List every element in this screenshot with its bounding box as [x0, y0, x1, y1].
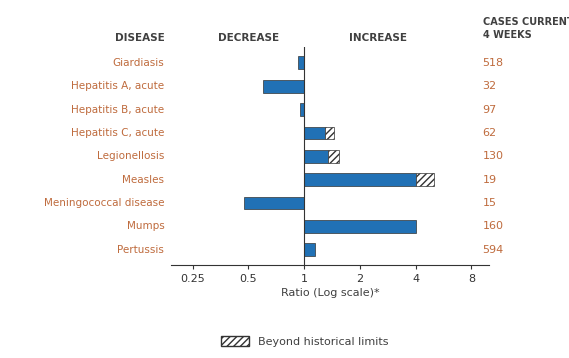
Bar: [304, 150, 328, 163]
Bar: [325, 126, 334, 139]
Bar: [304, 126, 325, 139]
Text: INCREASE: INCREASE: [349, 33, 407, 43]
Bar: [263, 80, 304, 93]
Text: 32: 32: [483, 81, 497, 91]
Text: 130: 130: [483, 151, 504, 161]
Text: 518: 518: [483, 58, 504, 68]
Text: 62: 62: [483, 128, 497, 138]
Text: Meningococcal disease: Meningococcal disease: [44, 198, 164, 208]
X-axis label: Ratio (Log scale)*: Ratio (Log scale)*: [281, 288, 380, 298]
Text: Mumps: Mumps: [126, 221, 164, 231]
Bar: [244, 197, 304, 209]
Text: Measles: Measles: [122, 175, 164, 185]
Text: CASES CURRENT
4 WEEKS: CASES CURRENT 4 WEEKS: [483, 17, 569, 39]
Text: DECREASE: DECREASE: [218, 33, 279, 43]
Text: Hepatitis C, acute: Hepatitis C, acute: [71, 128, 164, 138]
Bar: [304, 243, 315, 256]
Text: 160: 160: [483, 221, 504, 231]
Bar: [298, 57, 304, 69]
Text: DISEASE: DISEASE: [114, 33, 164, 43]
Text: 15: 15: [483, 198, 497, 208]
Text: Legionellosis: Legionellosis: [97, 151, 164, 161]
Bar: [304, 173, 416, 186]
Text: Hepatitis A, acute: Hepatitis A, acute: [71, 81, 164, 91]
Legend: Beyond historical limits: Beyond historical limits: [216, 332, 393, 351]
Text: 594: 594: [483, 245, 504, 255]
Text: Pertussis: Pertussis: [117, 245, 164, 255]
Text: 19: 19: [483, 175, 497, 185]
Text: 97: 97: [483, 105, 497, 115]
Bar: [328, 150, 340, 163]
Bar: [300, 103, 304, 116]
Bar: [416, 173, 434, 186]
Text: Giardiasis: Giardiasis: [113, 58, 164, 68]
Bar: [304, 220, 416, 233]
Text: Hepatitis B, acute: Hepatitis B, acute: [71, 105, 164, 115]
